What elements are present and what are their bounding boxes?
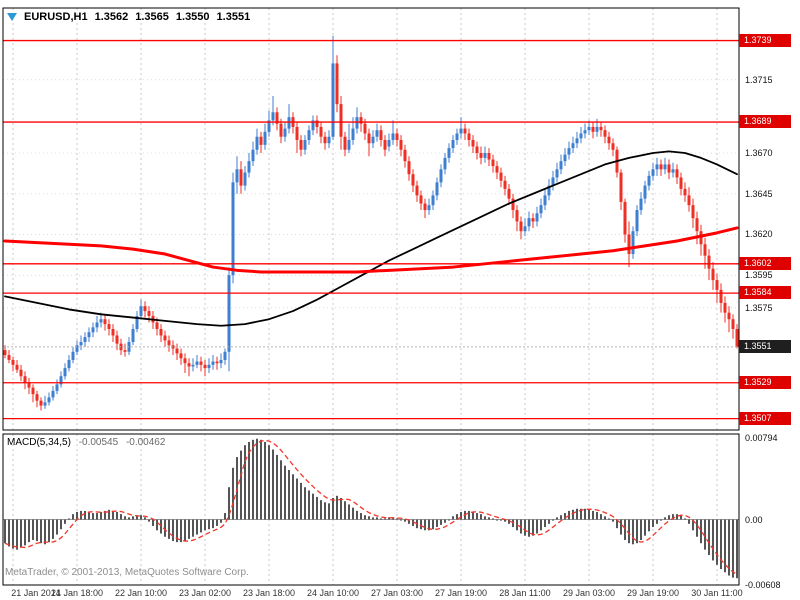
price-axis: 1.3739 1.3715 1.3689 1.3670 1.3645 1.3620 1.36… [739,0,800,600]
quote-high: 1.3565 [135,11,169,23]
time-tick-label: 21 Jan 18:00 [50,588,104,598]
time-tick-label: 28 Jan 11:00 [499,588,551,598]
level-price-badge: 1.3507 [739,411,791,425]
time-tick-label: 27 Jan 03:00 [370,588,424,598]
price-tick-label: 1.3595 [745,270,773,281]
level-price-badge: 1.3689 [739,115,791,129]
time-tick-label: 24 Jan 10:00 [306,588,360,598]
time-tick-label: 22 Jan 10:00 [114,588,168,598]
level-price-badge: 1.3529 [739,375,791,389]
price-tick-label: 1.3575 [745,302,773,313]
quote-low: 1.3550 [175,11,210,23]
symbol-period-label: EURUSD,H1 [24,11,88,23]
time-tick-label: 29 Jan 19:00 [626,588,680,598]
symbol-icon [7,13,17,21]
level-price-badge: 1.3739 [739,33,791,47]
time-tick-label: 27 Jan 19:00 [434,588,488,598]
time-axis: 21 Jan 2014 21 Jan 18:00 22 Jan 10:00 23 Ja… [0,588,800,600]
macd-axis-label: 0.00 [745,514,763,525]
indicator-macd-value: -0.00545 [78,437,119,448]
quote-open: 1.3562 [94,11,129,23]
macd-axis-label: -0.00608 [745,580,781,590]
macd-axis: 0.00794 0.00 -0.00608 [745,0,800,600]
chart-header: EURUSD,H1 1.3562 1.3565 1.3550 1.3551 [7,11,252,23]
time-tick-label: 30 Jan 11:00 [691,588,743,598]
level-price-badge: 1.3584 [739,286,791,300]
current-price-badge: 1.3551 [739,339,791,353]
level-price-badge: 1.3602 [739,256,791,270]
time-tick-label: 21 Jan 2014 [11,588,61,598]
price-tick-label: 1.3620 [745,229,773,240]
price-tick-label: 1.3715 [745,74,773,85]
time-tick-label: 23 Jan 18:00 [242,588,296,598]
quote-close: 1.3551 [216,11,251,23]
price-tick-label: 1.3645 [745,188,773,199]
indicator-name: MACD(5,34,5) [7,437,71,448]
watermark: MetaTrader, © 2001-2013, MetaQuotes Soft… [5,567,249,578]
macd-axis-label: 0.00794 [745,433,778,443]
price-tick-label: 1.3670 [745,148,773,158]
indicator-signal-value: -0.00462 [125,437,166,448]
macd-indicator-label: MACD(5,34,5) -0.00545 -0.00462 [7,437,165,448]
time-tick-label: 23 Jan 02:00 [178,588,232,598]
time-tick-label: 29 Jan 03:00 [562,588,616,598]
